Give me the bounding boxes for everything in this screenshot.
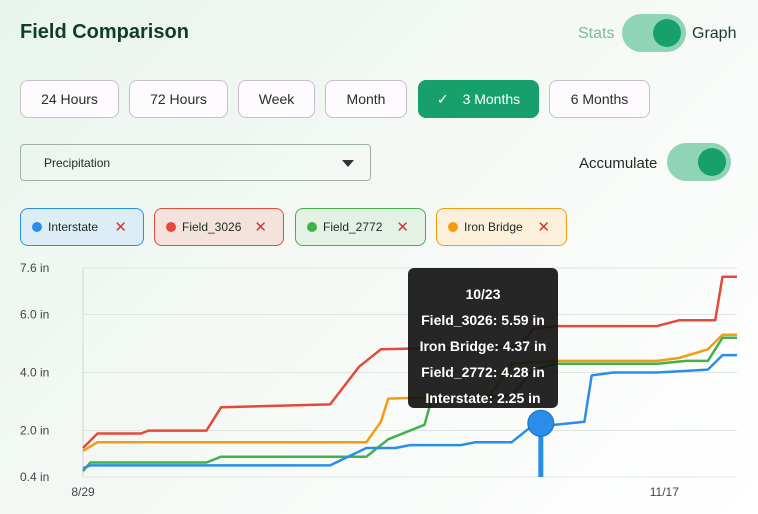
metric-select-value: Precipitation: [44, 155, 111, 170]
series-color-dot: [32, 222, 42, 232]
series-color-dot: [166, 222, 176, 232]
x-tick-label: 8/29: [71, 485, 95, 499]
series-chip-label: Field_3026: [182, 220, 242, 234]
chevron-down-icon: [342, 160, 354, 167]
view-toggle-switch[interactable]: [622, 14, 686, 52]
tooltip-line: Field_2772: 4.28 in: [421, 364, 545, 380]
series-chip[interactable]: Interstate ✕: [20, 208, 144, 246]
range-button-label: 6 Months: [570, 91, 629, 107]
y-tick-label: 7.6 in: [20, 261, 49, 275]
series-chip[interactable]: Field_2772 ✕: [295, 208, 426, 246]
range-button-label: Week: [258, 91, 295, 107]
range-button-24-hours[interactable]: 24 Hours: [20, 80, 119, 118]
y-tick-label: 2.0 in: [20, 424, 49, 438]
toggle-knob: [698, 148, 726, 176]
range-button-month[interactable]: Month: [325, 80, 407, 118]
cursor-marker: [527, 409, 555, 437]
metric-select[interactable]: Precipitation: [20, 144, 371, 181]
range-button-label: 72 Hours: [150, 91, 207, 107]
tooltip-line: Iron Bridge: 4.37 in: [419, 338, 547, 354]
page-title: Field Comparison: [20, 21, 189, 43]
series-chip-label: Iron Bridge: [464, 220, 523, 234]
tooltip-date: 10/23: [465, 286, 501, 302]
chart-tooltip: 10/23 Field_3026: 5.59 in Iron Bridge: 4…: [408, 268, 558, 408]
range-button-label: 24 Hours: [41, 91, 98, 107]
close-icon[interactable]: ✕: [114, 219, 127, 236]
toggle-knob: [653, 19, 681, 47]
series-line-field-3026: [82, 275, 737, 449]
series-chip-label: Interstate: [48, 220, 99, 234]
y-tick-label: 0.4 in: [20, 470, 49, 484]
range-button-3-months[interactable]: ✓ 3 Months: [418, 80, 539, 118]
stats-toggle-label[interactable]: Stats: [578, 25, 615, 42]
range-button-72-hours[interactable]: 72 Hours: [129, 80, 228, 118]
series-color-dot: [307, 222, 317, 232]
close-icon[interactable]: ✕: [254, 219, 267, 236]
graph-toggle-label[interactable]: Graph: [692, 25, 737, 42]
y-tick-label: 6.0 in: [20, 307, 49, 321]
series-chip[interactable]: Iron Bridge ✕: [436, 208, 567, 246]
tooltip-line: Field_3026: 5.59 in: [421, 312, 545, 328]
series-chip[interactable]: Field_3026 ✕: [154, 208, 284, 246]
check-icon: ✓: [436, 90, 449, 107]
close-icon[interactable]: ✕: [396, 219, 409, 236]
y-tick-label: 4.0 in: [20, 366, 49, 380]
close-icon[interactable]: ✕: [537, 219, 550, 236]
accumulate-label: Accumulate: [579, 155, 658, 172]
series-line-interstate: [82, 353, 737, 470]
series-chip-label: Field_2772: [323, 220, 383, 234]
range-button-6-months[interactable]: 6 Months: [549, 80, 650, 118]
x-tick-label: 11/17: [650, 485, 679, 499]
range-button-week[interactable]: Week: [238, 80, 315, 118]
accumulate-toggle-switch[interactable]: [667, 143, 731, 181]
tooltip-line: Interstate: 2.25 in: [425, 390, 541, 406]
range-button-label: 3 Months: [462, 91, 521, 107]
precipitation-chart[interactable]: 7.6 in 6.0 in 4.0 in 2.0 in 0.4 in 8/29 11/17: [0, 255, 758, 514]
range-button-label: Month: [346, 91, 386, 107]
series-color-dot: [448, 222, 458, 232]
